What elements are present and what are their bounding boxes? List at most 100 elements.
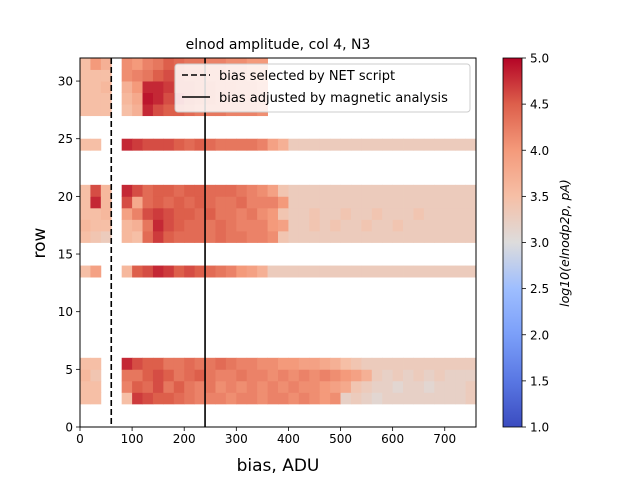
y-tick-label: 10 (58, 305, 73, 319)
heatmap-cell (257, 207, 268, 220)
heatmap-cell (100, 219, 112, 232)
heatmap-cell (90, 265, 102, 278)
heatmap-cell (152, 369, 164, 382)
heatmap-cell (236, 265, 248, 278)
heatmap-cell (444, 196, 456, 209)
x-tick-label: 0 (76, 432, 84, 446)
heatmap-cell (80, 230, 91, 243)
heatmap-cell (152, 196, 164, 209)
heatmap-cell (455, 265, 466, 278)
heatmap-cell (413, 230, 425, 243)
heatmap-cell (225, 230, 237, 243)
heatmap-cell (90, 184, 102, 197)
heatmap-cell (194, 380, 206, 393)
heatmap-cell (434, 196, 446, 209)
y-tick-label: 5 (65, 363, 73, 377)
heatmap-cell (152, 92, 164, 105)
heatmap-cell (152, 265, 164, 278)
heatmap-cell (257, 392, 268, 405)
heatmap-cell (90, 138, 102, 151)
heatmap-cell (225, 196, 237, 209)
heatmap-cell (319, 380, 331, 393)
heatmap-cell (319, 138, 331, 151)
heatmap-cell (278, 380, 289, 393)
heatmap-cell (215, 265, 227, 278)
colorbar-gradient (502, 57, 523, 428)
heatmap-cell (455, 392, 466, 405)
heatmap-cell (267, 380, 279, 393)
heatmap-cell (90, 369, 102, 382)
heatmap-cell (455, 207, 466, 220)
heatmap-cell (382, 369, 394, 382)
heatmap-cell (288, 219, 300, 232)
heatmap-cell (152, 81, 164, 93)
heatmap-cell (434, 207, 446, 220)
y-tick-label: 30 (58, 75, 73, 89)
heatmap-cell (142, 380, 154, 393)
heatmap-cell (309, 207, 321, 220)
heatmap-cell (309, 184, 321, 197)
heatmap-cell (392, 357, 404, 370)
heatmap-cell (340, 230, 352, 243)
heatmap-cell (350, 369, 362, 382)
heatmap-cell (382, 207, 394, 220)
heatmap-cell (152, 58, 164, 70)
heatmap-cell (194, 184, 206, 197)
heatmap-cell (350, 380, 362, 393)
heatmap-cell (444, 230, 456, 243)
heatmap-cell (288, 230, 300, 243)
heatmap-cell (132, 357, 143, 370)
colorbar-tick-label: 5.0 (530, 52, 549, 66)
heatmap-cell (90, 230, 102, 243)
heatmap-cell (340, 392, 352, 405)
heatmap-cell (215, 138, 227, 151)
heatmap-cell (288, 196, 300, 209)
heatmap-cell (80, 369, 91, 382)
heatmap-cell (423, 265, 435, 278)
heatmap-cell (142, 92, 154, 105)
heatmap-cell (163, 104, 175, 117)
heatmap-cell (340, 219, 352, 232)
heatmap-cell (309, 357, 321, 370)
heatmap-cell (257, 357, 268, 370)
heatmap-cell (350, 207, 362, 220)
heatmap-cell (298, 380, 310, 393)
heatmap-cell (309, 219, 321, 232)
heatmap-cell (194, 207, 206, 220)
heatmap-cell (121, 392, 133, 405)
heatmap-cell (288, 380, 300, 393)
heatmap-cell (361, 392, 373, 405)
heatmap-cell (205, 369, 216, 382)
heatmap-cell (205, 392, 216, 405)
heatmap-cell (100, 92, 112, 105)
heatmap-cell (350, 219, 362, 232)
y-tick-label: 0 (65, 421, 73, 435)
heatmap-cell (413, 369, 425, 382)
heatmap-cell (371, 369, 383, 382)
heatmap-cell (121, 104, 133, 117)
heatmap-cell (215, 369, 227, 382)
heatmap-cell (330, 230, 341, 243)
heatmap-cell (309, 392, 321, 405)
heatmap-cell (340, 380, 352, 393)
heatmap-cell (225, 219, 237, 232)
heatmap-cell (205, 357, 216, 370)
heatmap-cell (465, 392, 476, 405)
heatmap-cell (340, 357, 352, 370)
heatmap-cell (392, 265, 404, 278)
heatmap-cell (267, 369, 279, 382)
heatmap-cell (288, 265, 300, 278)
heatmap-cell (152, 219, 164, 232)
heatmap-cell (465, 138, 476, 151)
heatmap-cell (465, 196, 476, 209)
heatmap-cell (330, 380, 341, 393)
heatmap-cell (100, 184, 112, 197)
heatmap-cell (423, 184, 435, 197)
heatmap-cell (455, 230, 466, 243)
heatmap-cell (121, 184, 133, 197)
heatmap-cell (267, 219, 279, 232)
heatmap-cell (423, 207, 435, 220)
heatmap-cell (163, 207, 175, 220)
heatmap-cell (194, 392, 206, 405)
